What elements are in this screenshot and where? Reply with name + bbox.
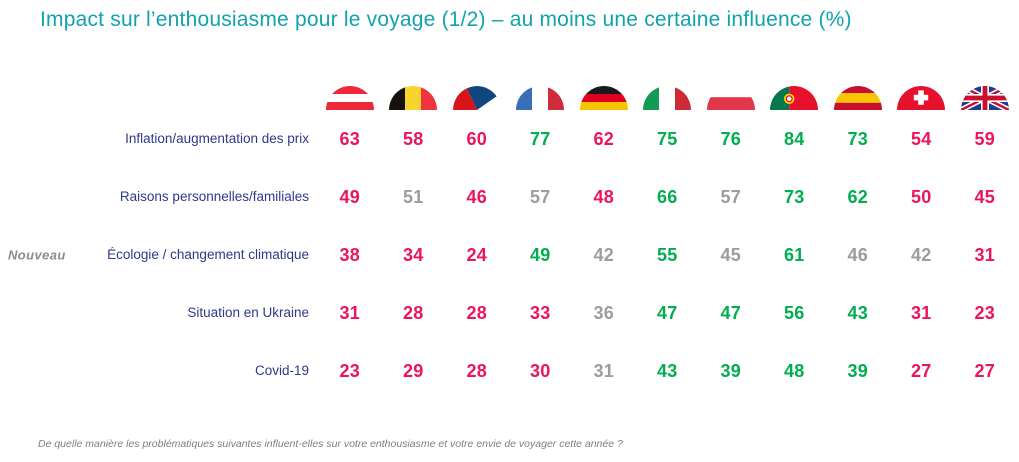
value-cell: 38 [339, 244, 360, 265]
value-cell: 60 [466, 128, 487, 149]
flag-germany-icon [572, 86, 636, 110]
row-label: Raisons personnelles/familiales [119, 189, 309, 205]
table-body: Inflation/augmentation des prix 63 58 60 77 6… [0, 110, 1019, 400]
row-label: Écologie / changement climatique [107, 247, 309, 263]
value-cell: 62 [593, 128, 614, 149]
value-cell: 27 [974, 360, 995, 381]
value-cell: 48 [784, 360, 805, 381]
flag-austria-icon [318, 86, 382, 110]
influence-table: Inflation/augmentation des prix 63 58 60 77 6… [0, 64, 1019, 400]
flag-czech-republic-icon [445, 86, 509, 110]
table-row: Nouveau Écologie / changement climatique 3… [0, 226, 1019, 284]
flag-switzerland-icon [890, 86, 954, 110]
value-cell: 30 [530, 360, 551, 381]
value-cell: 39 [847, 360, 868, 381]
table-row: Situation en Ukraine 31 28 28 33 36 47 47 56 43 31… [0, 284, 1019, 342]
value-cell: 66 [657, 186, 678, 207]
value-cell: 58 [403, 128, 424, 149]
value-cell: 42 [593, 244, 614, 265]
value-cell: 42 [911, 244, 932, 265]
value-cell: 84 [784, 128, 805, 149]
value-cell: 54 [911, 128, 932, 149]
value-cell: 45 [974, 186, 995, 207]
row-label: Inflation/augmentation des prix [125, 131, 309, 147]
flag-header-row [0, 64, 1019, 110]
value-cell: 63 [339, 128, 360, 149]
value-cell: 29 [403, 360, 424, 381]
value-cell: 45 [720, 244, 741, 265]
value-cell: 27 [911, 360, 932, 381]
value-cell: 43 [847, 302, 868, 323]
new-badge: Nouveau [8, 247, 66, 263]
row-label: Situation en Ukraine [187, 305, 309, 321]
table-row: Inflation/augmentation des prix 63 58 60 77 6… [0, 110, 1019, 168]
value-cell: 46 [847, 244, 868, 265]
value-cell: 31 [339, 302, 360, 323]
value-cell: 31 [911, 302, 932, 323]
value-cell: 33 [530, 302, 551, 323]
flag-france-icon [509, 86, 573, 110]
value-cell: 39 [720, 360, 741, 381]
value-cell: 43 [657, 360, 678, 381]
value-cell: 28 [403, 302, 424, 323]
value-cell: 50 [911, 186, 932, 207]
page-title: Impact sur l’enthousiasme pour le voyage… [40, 8, 852, 31]
value-cell: 28 [466, 360, 487, 381]
flag-poland-icon [699, 86, 763, 110]
value-cell: 49 [530, 244, 551, 265]
value-cell: 36 [593, 302, 614, 323]
value-cell: 62 [847, 186, 868, 207]
value-cell: 28 [466, 302, 487, 323]
value-cell: 57 [530, 186, 551, 207]
value-cell: 47 [657, 302, 678, 323]
value-cell: 46 [466, 186, 487, 207]
value-cell: 23 [339, 360, 360, 381]
value-cell: 31 [593, 360, 614, 381]
value-cell: 34 [403, 244, 424, 265]
value-cell: 57 [720, 186, 741, 207]
value-cell: 55 [657, 244, 678, 265]
value-cell: 75 [657, 128, 678, 149]
value-cell: 31 [974, 244, 995, 265]
value-cell: 76 [720, 128, 741, 149]
value-cell: 56 [784, 302, 805, 323]
flag-italy-icon [636, 86, 700, 110]
value-cell: 73 [847, 128, 868, 149]
survey-question-footnote: De quelle manière les problématiques sui… [38, 438, 623, 450]
value-cell: 48 [593, 186, 614, 207]
table-row: Covid-19 23 29 28 30 31 43 39 48 39 27 27 [0, 342, 1019, 400]
value-cell: 77 [530, 128, 551, 149]
value-cell: 61 [784, 244, 805, 265]
flag-belgium-icon [382, 86, 446, 110]
value-cell: 24 [466, 244, 487, 265]
value-cell: 49 [339, 186, 360, 207]
flag-united-kingdom-icon [953, 86, 1017, 110]
value-cell: 73 [784, 186, 805, 207]
value-cell: 23 [974, 302, 995, 323]
flag-spain-icon [826, 86, 890, 110]
value-cell: 51 [403, 186, 424, 207]
table-row: Raisons personnelles/familiales 49 51 46 57 4… [0, 168, 1019, 226]
value-cell: 59 [974, 128, 995, 149]
flag-portugal-icon [763, 86, 827, 110]
value-cell: 47 [720, 302, 741, 323]
row-label: Covid-19 [254, 363, 309, 379]
